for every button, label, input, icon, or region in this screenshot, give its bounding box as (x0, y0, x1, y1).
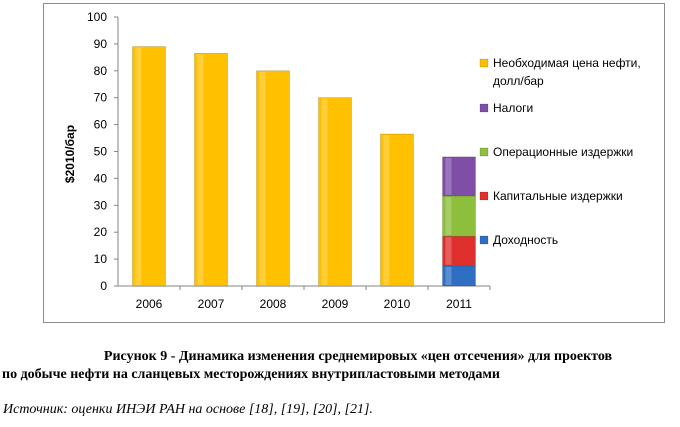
x-tick-label: 2008 (260, 297, 287, 311)
x-tick-label: 2010 (384, 297, 411, 311)
bar-segment (318, 97, 352, 287)
y-tick-label: 70 (94, 91, 108, 105)
legend-label: Капитальные издержки (493, 189, 623, 203)
y-tick-label: 60 (94, 118, 108, 132)
bar-highlight (259, 71, 266, 285)
legend-swatch (479, 58, 489, 68)
legend-label: Операционные издержки (493, 145, 633, 159)
caption-line-1: Рисунок 9 - Динамика изменения среднемир… (103, 349, 613, 364)
bar-highlight (135, 47, 142, 286)
bar-highlight (321, 98, 328, 285)
x-tick-label: 2009 (322, 297, 349, 311)
legend-swatch (479, 147, 489, 157)
bar-segment (442, 235, 476, 267)
y-tick-label: 90 (94, 37, 108, 51)
y-axis-label: $2010/бар (63, 125, 77, 183)
bar-highlight (383, 135, 390, 285)
y-tick-label: 0 (100, 279, 107, 293)
y-tick-label: 100 (87, 10, 107, 24)
bar-highlight (445, 157, 452, 195)
bar-highlight (197, 54, 204, 285)
figure-caption: Рисунок 9 - Динамика изменения среднемир… (0, 348, 680, 384)
y-tick-label: 10 (94, 252, 108, 266)
legend-swatch (479, 191, 489, 201)
bar-highlight (445, 266, 452, 285)
caption-line-2: по добыче нефти на сланцевых месторожден… (2, 367, 500, 382)
bar-highlight (445, 196, 452, 236)
bar-segment (380, 133, 414, 287)
bar-segment (256, 70, 290, 287)
bar-segment (194, 53, 228, 287)
bar-highlight (445, 237, 452, 265)
y-tick-label: 30 (94, 198, 108, 212)
legend-label: Налоги (493, 101, 533, 115)
y-tick-label: 80 (94, 64, 108, 78)
bar-segment (132, 46, 166, 287)
legend-swatch (479, 235, 489, 245)
chart-svg: $2010/бар 0 10 20 30 40 50 60 70 80 90 100 2006 2007… (63, 10, 641, 311)
x-tick-label: 2006 (136, 297, 163, 311)
y-tick-label: 40 (94, 171, 108, 185)
bar-segment (442, 156, 476, 197)
source-note: Источник: оценки ИНЭИ РАН на основе [18]… (3, 402, 373, 417)
y-tick-label: 50 (94, 145, 108, 159)
y-tick-label: 20 (94, 225, 108, 239)
legend-swatch (479, 103, 489, 113)
x-tick-label: 2007 (198, 297, 225, 311)
legend-label: Доходность (493, 233, 558, 247)
bar-segment (442, 195, 476, 237)
x-tick-label: 2011 (446, 297, 472, 311)
chart-frame: $2010/бар 0 10 20 30 40 50 60 70 80 90 100 2006 2007… (43, 3, 665, 323)
legend-label: Необходимая цена нефти, долл/бар (493, 56, 641, 88)
